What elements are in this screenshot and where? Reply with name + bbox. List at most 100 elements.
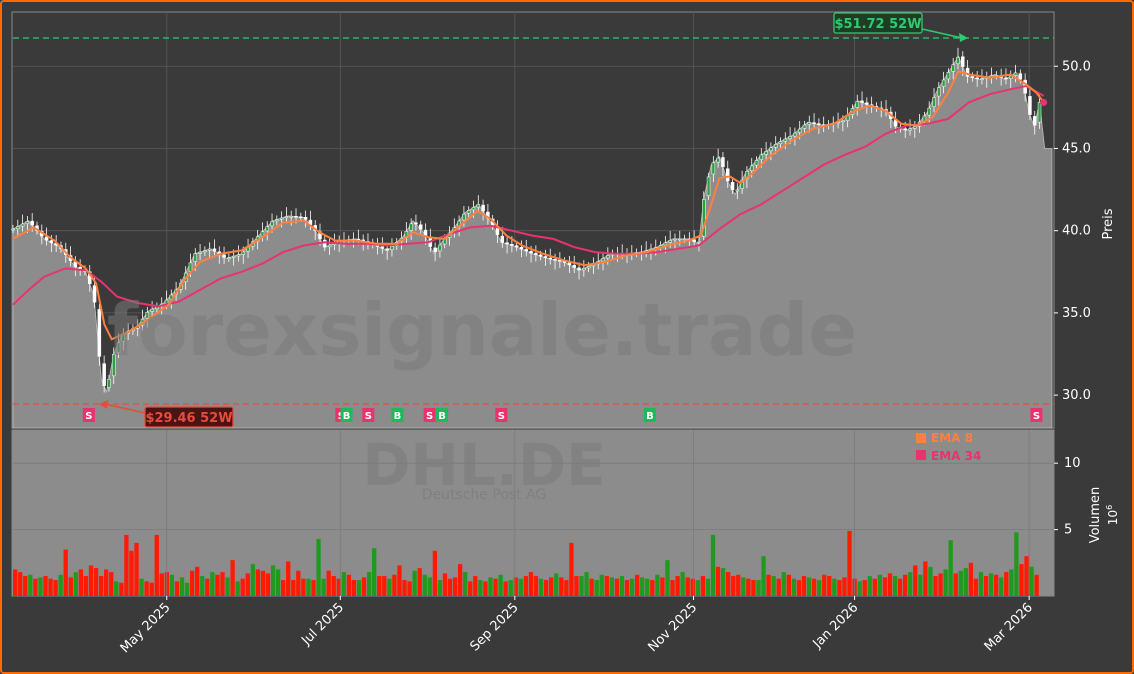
signal-label: S: [498, 411, 505, 422]
volume-bar: [184, 582, 190, 596]
candle-body: [908, 128, 912, 131]
volume-bar: [624, 580, 630, 596]
volume-bar: [200, 576, 205, 596]
volume-bar: [215, 574, 220, 596]
candle-body: [418, 224, 423, 230]
signal-marker-sell: [1030, 408, 1043, 422]
candle-body: [956, 56, 960, 65]
candle-body: [44, 236, 49, 241]
volume-bar: [341, 572, 346, 596]
volume-bar: [63, 549, 68, 596]
candle-body: [572, 265, 576, 268]
volume-bar: [584, 572, 589, 596]
volume-bar: [265, 573, 271, 596]
volume-axis-label: Volumen: [1088, 487, 1103, 544]
volume-bar: [746, 578, 751, 596]
volume-bar: [139, 578, 144, 596]
price-axis-label: Preis: [1101, 208, 1116, 239]
volume-bar: [569, 542, 574, 596]
volume-bar: [321, 578, 326, 596]
candle-body: [409, 223, 413, 231]
candle-body: [582, 267, 586, 271]
volume-bar: [665, 560, 670, 596]
volume-bar: [498, 574, 503, 596]
volume-bar: [811, 578, 817, 596]
volume-bar: [1014, 532, 1019, 596]
volume-bar: [968, 562, 974, 596]
candle-body: [534, 253, 538, 256]
candle-body: [927, 107, 931, 116]
price-tick-label: 40.0: [1062, 224, 1091, 239]
candle-body: [721, 157, 725, 168]
candle-body: [702, 199, 706, 237]
candle-body: [323, 239, 327, 248]
volume-bar: [670, 580, 675, 596]
candle-body: [49, 240, 54, 243]
volume-bar: [205, 578, 210, 596]
price-tick-label: 30.0: [1062, 388, 1091, 403]
candle-body: [797, 128, 802, 133]
volume-bar: [189, 570, 195, 596]
volume-bar: [685, 577, 690, 596]
candle-body: [102, 363, 106, 387]
volume-bar: [326, 570, 331, 596]
volume-bar: [796, 580, 802, 596]
volume-bar: [882, 577, 888, 596]
volume-bar: [366, 572, 372, 596]
volume-bar: [908, 572, 913, 596]
volume-bar: [756, 580, 761, 596]
candle-body: [740, 179, 744, 189]
volume-bar: [731, 576, 736, 596]
candle-body: [807, 122, 812, 125]
volume-bar: [336, 578, 341, 596]
volume-bar: [766, 574, 771, 596]
volume-bar: [351, 580, 357, 596]
candle-body: [198, 251, 202, 254]
volume-bar: [680, 572, 685, 596]
volume-bar: [73, 572, 78, 596]
volume-bar: [417, 568, 422, 596]
volume-bar: [250, 564, 255, 596]
candle-body: [980, 78, 984, 80]
candle-body: [380, 246, 385, 249]
candle-body: [524, 249, 529, 252]
volume-bar: [493, 578, 498, 596]
volume-bar: [857, 581, 862, 596]
price-tick-label: 35.0: [1062, 306, 1091, 321]
volume-bar: [781, 572, 786, 596]
candle-body: [793, 132, 797, 137]
volume-bar: [225, 577, 230, 596]
candle-body: [841, 120, 845, 123]
volume-bar: [159, 573, 164, 596]
candle-body: [20, 223, 25, 227]
candle-body: [865, 102, 869, 105]
candle-body: [668, 240, 672, 243]
price-tick-label: 45.0: [1062, 141, 1091, 156]
volume-bar: [195, 566, 200, 596]
ema8-line: [12, 69, 1045, 341]
volume-bar: [372, 548, 377, 596]
volume-bar: [579, 576, 584, 596]
candle-body: [107, 378, 111, 388]
volume-bar: [973, 578, 979, 596]
volume-bar: [255, 569, 261, 596]
volume-bar: [134, 542, 139, 596]
volume-bar: [483, 581, 488, 596]
candle-body: [275, 219, 279, 222]
volume-bar: [761, 556, 766, 596]
legend-ema8: EMA 8: [931, 431, 973, 445]
candle-body: [730, 182, 735, 191]
volume-bar: [114, 581, 119, 596]
volume-bar: [463, 572, 468, 596]
volume-bar: [650, 580, 655, 596]
volume-bar: [387, 578, 392, 596]
candle-body: [778, 141, 783, 145]
candle-body: [543, 256, 548, 259]
volume-panel: [11, 429, 1055, 597]
volume-bar: [963, 568, 968, 596]
volume-bar: [129, 550, 134, 596]
candle-body: [1009, 75, 1013, 79]
candle-body: [327, 244, 332, 248]
candle-body: [462, 213, 466, 221]
